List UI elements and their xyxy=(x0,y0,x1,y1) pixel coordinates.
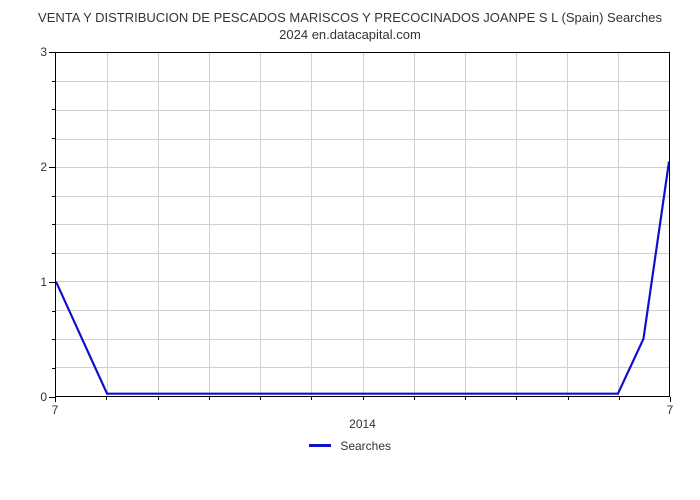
x-axis-center-label: 2014 xyxy=(349,417,376,431)
x-minor-tick xyxy=(465,397,466,400)
x-minor-tick xyxy=(414,397,415,400)
gridline-v xyxy=(209,53,210,396)
x-minor-tick xyxy=(260,397,261,400)
x-minor-tick xyxy=(619,397,620,400)
y-tick-label: 1 xyxy=(40,275,47,289)
x-minor-tick xyxy=(158,397,159,400)
gridline-v xyxy=(465,53,466,396)
gridline-v xyxy=(107,53,108,396)
x-minor-tick xyxy=(311,397,312,400)
x-tick-mark xyxy=(55,397,56,402)
legend-label: Searches xyxy=(340,439,391,453)
legend-swatch xyxy=(309,444,331,447)
chart-title-line1: VENTA Y DISTRIBUCION DE PESCADOS MARISCO… xyxy=(38,10,662,25)
y-tick-label: 2 xyxy=(40,160,47,174)
x-minor-tick xyxy=(106,397,107,400)
y-tick-label: 0 xyxy=(40,390,47,404)
chart-container: 0123 2014 77 xyxy=(30,52,670,432)
gridline-v xyxy=(618,53,619,396)
x-tick-label: 7 xyxy=(667,403,674,417)
legend: Searches xyxy=(15,438,685,453)
x-tick-mark xyxy=(670,397,671,402)
gridline-v xyxy=(516,53,517,396)
chart-title: VENTA Y DISTRIBUCION DE PESCADOS MARISCO… xyxy=(15,10,685,44)
gridline-v xyxy=(567,53,568,396)
y-tick-label: 3 xyxy=(40,45,47,59)
x-axis: 2014 77 xyxy=(55,397,670,432)
gridline-v xyxy=(260,53,261,396)
x-tick-label: 7 xyxy=(52,403,59,417)
gridline-v xyxy=(158,53,159,396)
x-minor-tick xyxy=(516,397,517,400)
y-axis: 0123 xyxy=(30,52,55,397)
gridline-v xyxy=(414,53,415,396)
gridline-v xyxy=(363,53,364,396)
plot-area xyxy=(55,52,670,397)
chart-title-line2: 2024 en.datacapital.com xyxy=(279,27,421,42)
x-minor-tick xyxy=(209,397,210,400)
x-minor-tick xyxy=(363,397,364,400)
gridline-v xyxy=(311,53,312,396)
x-minor-tick xyxy=(568,397,569,400)
